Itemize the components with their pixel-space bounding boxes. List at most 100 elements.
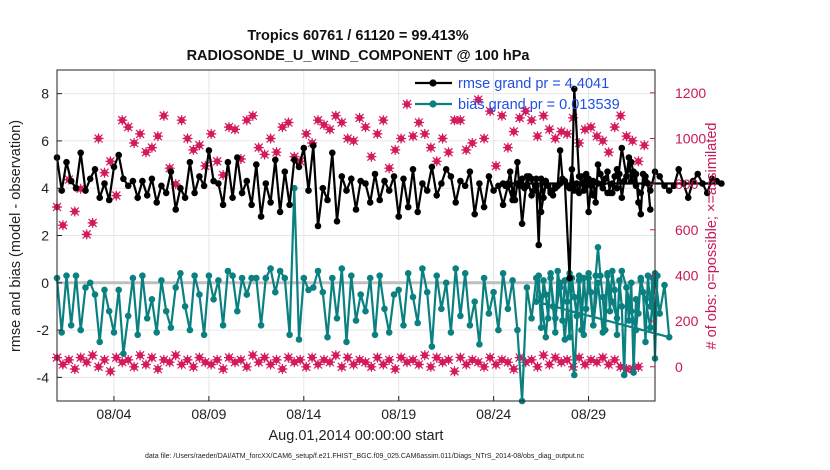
bias-point bbox=[224, 267, 232, 275]
rmse-point bbox=[333, 218, 341, 225]
bias-point bbox=[120, 350, 127, 358]
rmse-point bbox=[229, 194, 236, 201]
obs-marker-cross bbox=[235, 354, 246, 365]
obs-point bbox=[615, 110, 626, 121]
obs-marker-cross bbox=[502, 142, 513, 153]
bias-line bbox=[55, 188, 671, 402]
obs-point bbox=[194, 140, 205, 151]
obs-point bbox=[508, 126, 519, 137]
bias-point bbox=[252, 274, 260, 282]
bias-point bbox=[196, 291, 203, 298]
obs-point bbox=[544, 359, 555, 370]
bias-point bbox=[82, 284, 89, 291]
y-left-tick-label: 4 bbox=[41, 180, 49, 196]
rmse-point bbox=[286, 201, 293, 209]
rmse-point bbox=[86, 175, 94, 183]
rmse-point bbox=[181, 194, 189, 201]
bias-point bbox=[647, 303, 654, 310]
obs-point bbox=[87, 350, 98, 361]
obs-point bbox=[603, 147, 614, 158]
obs-marker-cross bbox=[437, 133, 448, 144]
bias-point bbox=[616, 277, 623, 284]
bias-point bbox=[442, 279, 450, 287]
obs-marker-cross bbox=[212, 354, 223, 365]
obs-marker-cross bbox=[212, 156, 223, 167]
rmse-point bbox=[390, 173, 398, 180]
obs-point bbox=[342, 352, 353, 363]
rmse-point bbox=[267, 199, 274, 206]
rmse-point bbox=[533, 175, 540, 183]
series-layer bbox=[52, 85, 725, 405]
bias-point bbox=[461, 270, 469, 277]
bias-point bbox=[248, 274, 255, 282]
obs-point bbox=[271, 354, 282, 365]
obs-marker-cross bbox=[402, 99, 412, 110]
obs-point bbox=[176, 115, 187, 126]
y-left-tick-label: 6 bbox=[41, 133, 49, 149]
obs-point bbox=[562, 128, 573, 139]
legend-marker bbox=[429, 79, 437, 87]
rmse-point bbox=[291, 156, 298, 164]
bias-point bbox=[400, 322, 407, 329]
rmse-point bbox=[276, 208, 284, 216]
bias-point bbox=[134, 331, 141, 339]
obs-point bbox=[467, 138, 478, 148]
y-left-tick-label: -4 bbox=[37, 369, 50, 385]
obs-marker-cross bbox=[247, 350, 258, 361]
obs-marker-cross bbox=[372, 128, 383, 139]
bias-point bbox=[599, 293, 607, 301]
rmse-point bbox=[609, 180, 616, 187]
obs-point bbox=[81, 229, 92, 240]
rmse-point bbox=[585, 208, 592, 216]
y-left-tick-label: 8 bbox=[41, 86, 49, 102]
bias-point bbox=[585, 270, 592, 277]
rmse-point bbox=[196, 173, 203, 180]
obs-marker-cross bbox=[609, 122, 620, 133]
rmse-point bbox=[718, 180, 725, 187]
rmse-point bbox=[509, 189, 516, 197]
obs-marker-cross bbox=[473, 94, 484, 105]
obs-marker-cross bbox=[307, 352, 318, 363]
obs-marker-cross bbox=[182, 133, 193, 144]
bias-point bbox=[267, 265, 274, 272]
bias-point bbox=[381, 305, 388, 313]
obs-point bbox=[265, 133, 276, 144]
obs-point bbox=[152, 131, 163, 142]
obs-marker-cross bbox=[342, 352, 353, 363]
bias-point bbox=[490, 288, 497, 296]
bias-point bbox=[613, 331, 621, 339]
obs-point bbox=[336, 117, 347, 128]
obs-marker-cross bbox=[206, 128, 217, 139]
bias-point bbox=[618, 267, 626, 275]
obs-point bbox=[206, 128, 217, 139]
rmse-point bbox=[452, 199, 460, 206]
rmse-point bbox=[262, 180, 270, 187]
bias-point bbox=[395, 286, 403, 294]
bias-point bbox=[371, 331, 379, 339]
bias-point bbox=[499, 270, 507, 277]
bias-point bbox=[466, 322, 474, 329]
rmse-point bbox=[490, 187, 497, 194]
bias-point bbox=[642, 296, 649, 303]
obs-marker-cross bbox=[538, 110, 549, 121]
obs-marker-cross bbox=[526, 115, 537, 126]
bias-point bbox=[601, 326, 609, 334]
obs-point bbox=[544, 124, 555, 135]
rmse-point bbox=[637, 210, 645, 218]
rmse-point bbox=[592, 199, 599, 206]
obs-marker-cross bbox=[99, 167, 110, 178]
obs-point bbox=[259, 352, 270, 363]
bias-point bbox=[105, 307, 113, 315]
bias-point bbox=[219, 322, 227, 329]
obs-marker-cross bbox=[461, 144, 472, 155]
rmse-point bbox=[694, 170, 701, 178]
bias-point bbox=[590, 322, 597, 329]
obs-point bbox=[135, 128, 146, 139]
bias-point bbox=[91, 291, 99, 298]
obs-marker-cross bbox=[69, 364, 80, 374]
rmse-point bbox=[101, 180, 108, 187]
rmse-point bbox=[637, 189, 645, 197]
obs-point bbox=[99, 167, 110, 178]
bias-point bbox=[433, 272, 441, 280]
bias-point bbox=[243, 291, 251, 298]
